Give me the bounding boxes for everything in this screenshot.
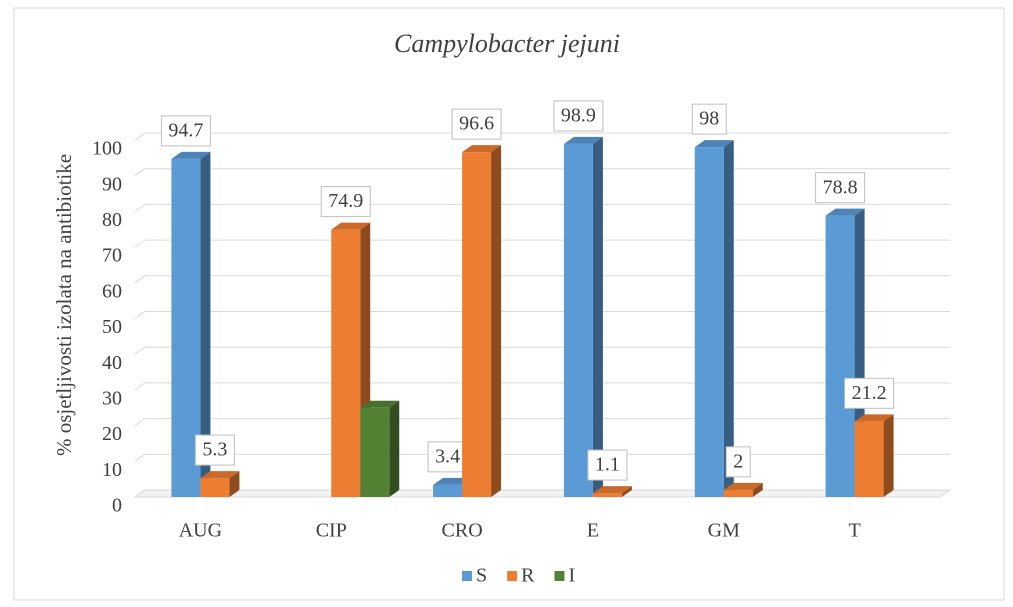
bar: [171, 151, 211, 497]
bar-face: [825, 208, 865, 216]
bar-face: [752, 482, 763, 497]
y-tick-label: 70: [102, 245, 122, 267]
grid-line-side: [134, 132, 146, 141]
data-label: 21.2: [852, 382, 887, 404]
grid-line-side: [134, 239, 146, 248]
bar-face: [825, 215, 855, 497]
y-tick-label: 50: [102, 316, 122, 338]
data-label: 98: [699, 108, 719, 130]
bar-face: [592, 486, 632, 494]
bar-face: [854, 414, 894, 422]
data-label: 1.1: [595, 454, 620, 476]
bar-face: [331, 229, 361, 497]
bar-face: [433, 484, 463, 497]
grid-line-side: [134, 453, 146, 462]
data-label-box: [553, 100, 604, 132]
data-label-box: [194, 434, 235, 466]
x-tick-label: CRO: [442, 520, 483, 542]
data-label-box: [160, 115, 211, 147]
bar-face: [723, 140, 734, 497]
data-label: 94.7: [168, 120, 203, 142]
bar-face: [854, 421, 884, 497]
y-tick-label: 100: [92, 138, 122, 160]
bar: [462, 145, 502, 497]
bar: [723, 482, 763, 497]
bar-face: [563, 143, 593, 497]
chart-title: Campylobacter jejuni: [394, 29, 620, 58]
y-tick-label: 80: [102, 209, 122, 231]
bar-face: [360, 400, 400, 408]
bar: [854, 414, 894, 497]
bar: [200, 471, 240, 497]
bar-face: [563, 136, 603, 144]
x-tick-label: T: [848, 520, 860, 542]
y-tick-label: 10: [102, 459, 122, 481]
legend-label: R: [521, 565, 535, 587]
bar-face: [200, 151, 211, 497]
bar: [592, 486, 632, 497]
bar-face: [360, 407, 390, 497]
y-axis-title: % osjetljivosti izolata na antibiotike: [52, 154, 76, 456]
bar-face: [171, 158, 201, 497]
bar-face: [592, 136, 603, 497]
bar-face: [592, 493, 622, 497]
bar-face: [171, 151, 211, 159]
grid-line-side: [134, 382, 146, 391]
data-label: 98.9: [561, 105, 596, 127]
y-tick-label: 40: [102, 352, 122, 374]
y-tick-label: 0: [112, 495, 122, 517]
x-tick-label: GM: [708, 520, 740, 542]
data-label-box: [815, 172, 866, 204]
bar-face: [200, 478, 230, 497]
grid-line-side: [134, 275, 146, 284]
grid-line-side: [134, 168, 146, 177]
legend-swatch: [554, 571, 565, 581]
bar-face: [331, 222, 371, 230]
data-label: 5.3: [202, 439, 227, 461]
data-label-box: [320, 186, 371, 218]
bar-face: [200, 471, 240, 479]
grid-line-side: [134, 346, 146, 355]
data-label: 78.8: [823, 176, 858, 198]
bar-face: [694, 140, 734, 148]
data-label-box: [725, 446, 751, 478]
x-tick-label: AUG: [179, 520, 222, 542]
data-label-box: [844, 377, 895, 409]
bar-face: [723, 489, 753, 497]
bar-face: [462, 145, 502, 153]
bar: [694, 140, 734, 497]
bar-face: [883, 414, 894, 497]
grid-line-side: [134, 311, 146, 319]
bar: [360, 400, 400, 497]
y-tick-label: 20: [102, 423, 122, 445]
bar-face: [694, 147, 724, 497]
data-label: 74.9: [328, 190, 363, 212]
bar-face: [491, 145, 502, 497]
data-label-box: [587, 449, 628, 481]
bar-face: [723, 482, 763, 490]
y-tick-label: 30: [102, 387, 122, 409]
data-label: 2: [733, 450, 743, 472]
legend-swatch: [507, 571, 518, 581]
data-label-box: [451, 108, 502, 140]
data-label-box: [427, 441, 468, 473]
x-tick-label: E: [587, 520, 599, 542]
bar-face: [621, 486, 632, 497]
bar-face: [389, 400, 400, 497]
bar-face: [229, 471, 240, 497]
bar-face: [462, 152, 492, 497]
grid-line-side: [134, 203, 146, 212]
data-label-box: [691, 103, 727, 135]
y-tick-label: 60: [102, 280, 122, 302]
legend-swatch: [462, 571, 472, 581]
legend-label: I: [568, 565, 575, 587]
x-tick-label: CIP: [316, 520, 347, 542]
data-label: 96.6: [459, 113, 494, 135]
bar: [563, 136, 603, 497]
legend-label: S: [476, 565, 487, 587]
data-label: 3.4: [435, 445, 460, 467]
y-tick-label: 90: [102, 173, 122, 195]
grid-line-side: [134, 418, 146, 427]
